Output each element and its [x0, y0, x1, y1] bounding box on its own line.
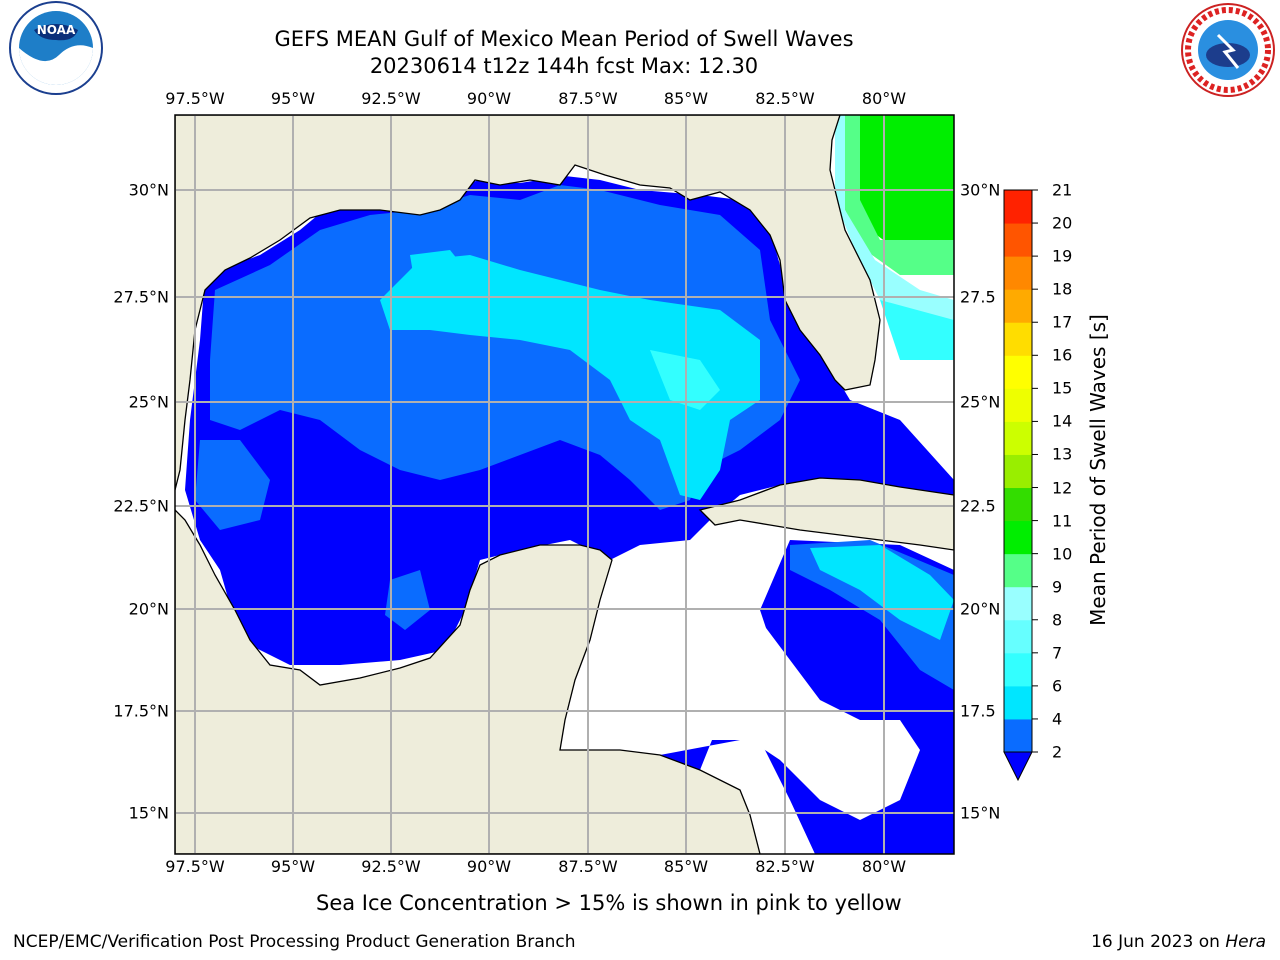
lon-label-top: 82.5°W [755, 89, 815, 108]
us-mainland [175, 115, 881, 491]
colorbar-segment [1004, 520, 1032, 555]
cuba [698, 477, 954, 551]
colorbar-tick-label: 16 [1052, 345, 1073, 365]
lat-label-right: 25°N [960, 392, 1001, 412]
lat-label-left: 20°N [128, 599, 169, 619]
colorbar-segment [1004, 553, 1032, 588]
colorbar-tick-label: 17 [1052, 312, 1073, 332]
lat-label-right: 17.5 [960, 701, 996, 721]
lon-label-bottom: 82.5°W [755, 857, 815, 876]
colorbar-tick-label: 19 [1052, 246, 1073, 266]
lat-label-left: 15°N [128, 803, 169, 823]
lat-label-right: 15°N [960, 803, 1001, 823]
lon-label-top: 90°W [466, 89, 512, 108]
footer-date: 16 Jun 2023 on Hera [1091, 932, 1266, 952]
colorbar-segment [1004, 652, 1032, 687]
lon-label-bottom: 80°W [861, 857, 907, 876]
lon-label-top: 92.5°W [361, 89, 421, 108]
colorbar-tick-label: 21 [1052, 180, 1073, 200]
lat-label-left: 25°N [128, 392, 169, 412]
swell-4-6-patch [410, 250, 470, 290]
noaa-logo: NOAA [9, 1, 103, 95]
lon-label-bottom: 85°W [663, 857, 709, 876]
lon-label-bottom: 97.5°W [165, 857, 225, 876]
colorbar-segment [1004, 190, 1032, 224]
colorbar-tick-label: 9 [1052, 577, 1063, 597]
colorbar-tick-label: 12 [1052, 478, 1073, 498]
lon-label-bottom: 95°W [270, 857, 316, 876]
colorbar-tick-label: 18 [1052, 279, 1073, 299]
colorbar-tick-label: 13 [1052, 444, 1073, 464]
sea-ice-note: Sea Ice Concentration > 15% is shown in … [316, 891, 902, 915]
colorbar-frame [1003, 189, 1033, 753]
colorbar-segment [1004, 586, 1032, 621]
lat-label-left: 27.5°N [113, 287, 169, 307]
lat-label-right: 20°N [960, 599, 1001, 619]
colorbar-tick-label: 15 [1052, 378, 1073, 398]
lat-label-left: 30°N [128, 180, 169, 200]
lon-label-top: 85°W [663, 89, 709, 108]
colorbar-segment [1004, 454, 1032, 489]
lat-label-right: 27.5 [960, 287, 996, 307]
colorbar-segment [1004, 322, 1032, 356]
lon-label-top: 87.5°W [558, 89, 618, 108]
lon-label-bottom: 90°W [466, 857, 512, 876]
swell-4-6-region [380, 255, 760, 500]
lon-label-top: 95°W [270, 89, 316, 108]
footer-date-text: 16 Jun 2023 on [1091, 932, 1220, 952]
land-areas [175, 115, 954, 854]
nws-logo [1181, 3, 1275, 97]
graticule [175, 115, 954, 854]
lon-label-bottom: 87.5°W [558, 857, 618, 876]
colorbar-under-arrow [1003, 751, 1033, 782]
lat-label-left: 17.5°N [113, 701, 169, 721]
lat-label-left: 22.5°N [113, 496, 169, 516]
colorbar-tick-label: 8 [1052, 610, 1063, 630]
colorbar-segment [1004, 223, 1032, 257]
footer-credit: NCEP/EMC/Verification Post Processing Pr… [13, 932, 576, 952]
colorbar-tick-label: 14 [1052, 411, 1073, 431]
atlantic-swell-4-6 [880, 300, 954, 360]
chart-title: GEFS MEAN Gulf of Mexico Mean Period of … [274, 27, 854, 51]
colorbar-tick-label: 7 [1052, 643, 1063, 663]
colorbar-segment [1004, 355, 1032, 389]
atlantic-swell-9-10 [840, 115, 954, 275]
colorbar-segment [1004, 619, 1032, 654]
colorbar-segment [1004, 487, 1032, 522]
chart-subtitle: 20230614 t12z 144h fcst Max: 12.30 [369, 54, 759, 78]
colorbar-segment [1004, 421, 1032, 455]
lat-label-right: 22.5 [960, 496, 996, 516]
colorbar-segment [1004, 685, 1032, 720]
colorbar-segment [1004, 718, 1032, 753]
swell-2-4-patch [385, 570, 430, 630]
colorbar-segment [1004, 388, 1032, 422]
colorbar-tick-label: 10 [1052, 544, 1073, 564]
colorbar-tick-label: 4 [1052, 709, 1063, 729]
lon-label-top: 97.5°W [165, 89, 225, 108]
lon-label-top: 80°W [861, 89, 907, 108]
colorbar-tick-label: 2 [1052, 742, 1063, 762]
lat-label-right: 30°N [960, 180, 1001, 200]
colorbar-tick-label: 11 [1052, 511, 1073, 531]
caribbean-no-data [560, 610, 920, 820]
noaa-logo-text: NOAA [37, 23, 76, 37]
map-frame [174, 114, 955, 855]
colorbar-tick-label: 6 [1052, 676, 1063, 696]
lon-label-bottom: 92.5°W [361, 857, 421, 876]
colorbar-segment [1004, 289, 1032, 323]
footer-host: Hera [1225, 932, 1266, 952]
colorbar-segment [1004, 256, 1032, 290]
swell-2-4-patch [195, 440, 270, 530]
colorbar-tick-label: 20 [1052, 213, 1073, 233]
caribbean-swell-4-6 [810, 545, 954, 640]
colorbar-label: Mean Period of Swell Waves [s] [1086, 314, 1110, 626]
